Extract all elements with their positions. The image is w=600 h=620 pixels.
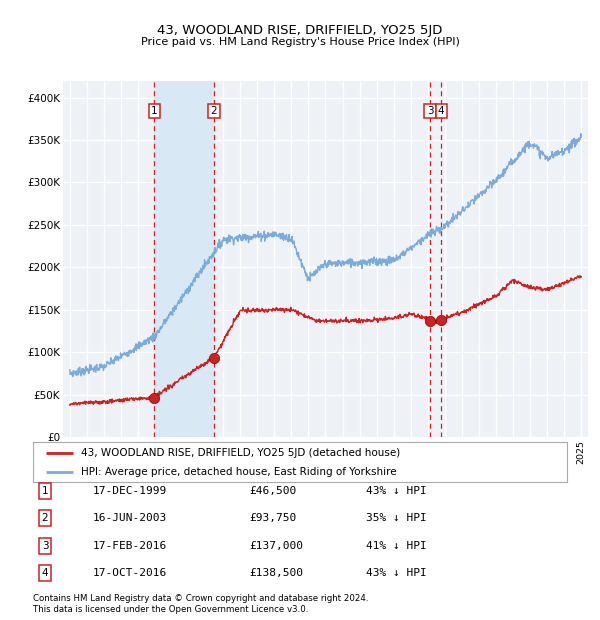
Text: Contains HM Land Registry data © Crown copyright and database right 2024.: Contains HM Land Registry data © Crown c… xyxy=(33,593,368,603)
Text: 35% ↓ HPI: 35% ↓ HPI xyxy=(366,513,427,523)
Text: 43, WOODLAND RISE, DRIFFIELD, YO25 5JD (detached house): 43, WOODLAND RISE, DRIFFIELD, YO25 5JD (… xyxy=(81,448,400,458)
Text: 2: 2 xyxy=(41,513,49,523)
Point xyxy=(425,316,435,326)
Text: 1: 1 xyxy=(41,486,49,496)
Text: £137,000: £137,000 xyxy=(249,541,303,551)
Text: This data is licensed under the Open Government Licence v3.0.: This data is licensed under the Open Gov… xyxy=(33,604,308,614)
Text: 4: 4 xyxy=(41,568,49,578)
Text: HPI: Average price, detached house, East Riding of Yorkshire: HPI: Average price, detached house, East… xyxy=(81,467,397,477)
Text: 41% ↓ HPI: 41% ↓ HPI xyxy=(366,541,427,551)
Point xyxy=(209,353,219,363)
Bar xyxy=(154,81,214,437)
Text: 3: 3 xyxy=(427,106,433,116)
Text: Price paid vs. HM Land Registry's House Price Index (HPI): Price paid vs. HM Land Registry's House … xyxy=(140,37,460,47)
Text: 17-FEB-2016: 17-FEB-2016 xyxy=(93,541,167,551)
Point xyxy=(436,314,446,324)
Text: 43, WOODLAND RISE, DRIFFIELD, YO25 5JD: 43, WOODLAND RISE, DRIFFIELD, YO25 5JD xyxy=(157,24,443,37)
Text: 43% ↓ HPI: 43% ↓ HPI xyxy=(366,486,427,496)
Text: 43% ↓ HPI: 43% ↓ HPI xyxy=(366,568,427,578)
Text: £138,500: £138,500 xyxy=(249,568,303,578)
Text: 17-OCT-2016: 17-OCT-2016 xyxy=(93,568,167,578)
Point xyxy=(149,392,159,402)
Text: 17-DEC-1999: 17-DEC-1999 xyxy=(93,486,167,496)
Text: £46,500: £46,500 xyxy=(249,486,296,496)
Text: £93,750: £93,750 xyxy=(249,513,296,523)
Text: 16-JUN-2003: 16-JUN-2003 xyxy=(93,513,167,523)
Text: 2: 2 xyxy=(211,106,217,116)
Text: 4: 4 xyxy=(438,106,445,116)
Text: 1: 1 xyxy=(151,106,158,116)
Text: 3: 3 xyxy=(41,541,49,551)
